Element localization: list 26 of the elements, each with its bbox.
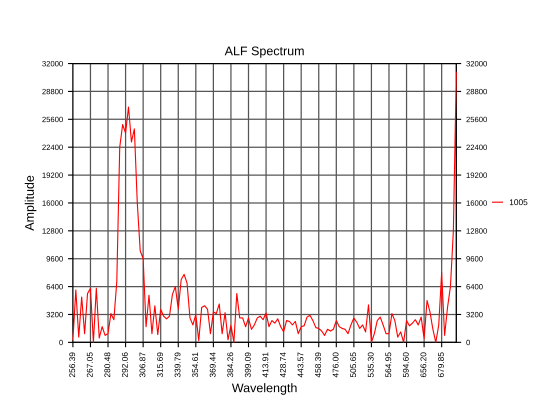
x-tick-label: 428.74 [280,352,286,378]
x-tick-label: 292.06 [122,352,128,378]
x-tick-label: 564.95 [385,352,392,378]
y-axis-title: Amplitude [24,176,36,231]
x-tick-label: 535.30 [368,352,374,378]
x-tick-label: 656.20 [420,352,426,378]
legend-label: 1005 [510,199,528,206]
x-tick-label: 443.57 [298,352,304,378]
x-tick-label: 476.00 [332,352,339,378]
x-tick-label: 280.48 [104,352,110,378]
x-tick-label: 354.61 [192,352,198,378]
x-tick-label: 267.05 [86,352,93,378]
x-axis-title: Wavelength [232,383,297,395]
chart-title: ALF Spectrum [224,46,304,58]
x-tick-label: 384.26 [227,352,234,378]
x-tick-label: 306.87 [139,352,146,378]
x-tick-label: 458.39 [315,352,321,378]
x-tick-label: 399.09 [244,352,251,378]
x-tick-label: 339.79 [174,352,180,378]
x-tick-label: 413.91 [262,352,268,378]
x-tick-label: 315.69 [157,352,163,378]
x-tick-label: 505.65 [350,352,356,378]
x-tick-label: 594.60 [402,352,409,378]
x-tick-label: 369.44 [210,352,216,378]
x-tick-label: 256.39 [69,352,76,378]
x-tick-label: 679.85 [438,352,444,378]
